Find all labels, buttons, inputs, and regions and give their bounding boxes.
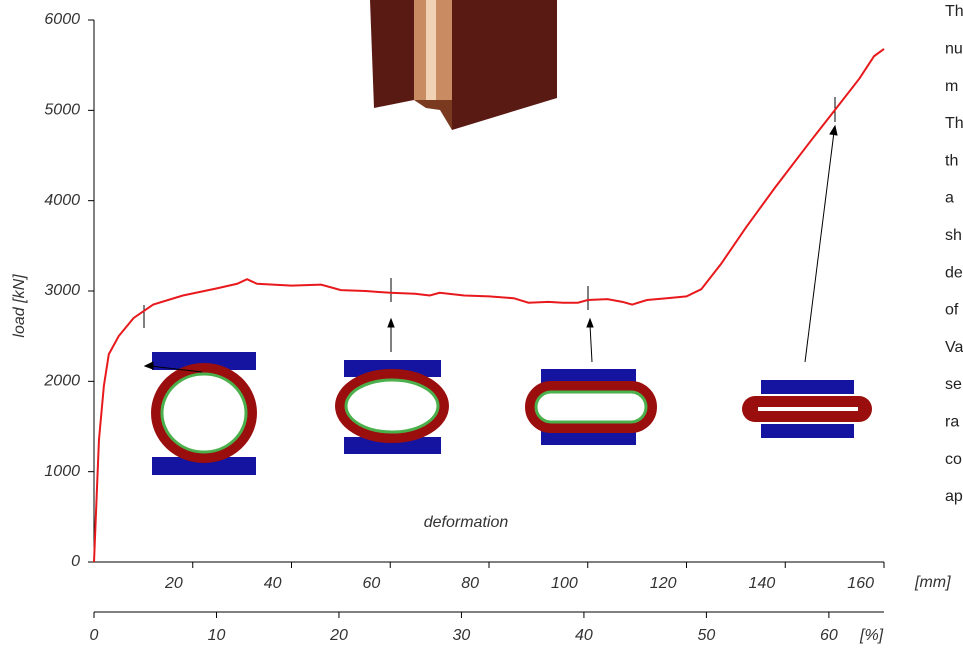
x-tick-label: 140 bbox=[749, 575, 776, 592]
x-unit: [mm] bbox=[914, 574, 951, 591]
side-text: ap bbox=[945, 488, 963, 505]
side-text: Th bbox=[945, 3, 963, 20]
x2-tick-label: 0 bbox=[90, 627, 99, 644]
y-axis-label: load [kN] bbox=[11, 274, 28, 338]
x-tick-label: 60 bbox=[362, 575, 380, 592]
side-text: a bbox=[945, 190, 954, 207]
side-text: m bbox=[945, 78, 958, 95]
y-tick-label: 6000 bbox=[44, 11, 80, 28]
side-text: Va bbox=[945, 339, 963, 356]
x-tick-label: 40 bbox=[264, 575, 282, 592]
side-text: th bbox=[945, 152, 958, 169]
arrows bbox=[144, 97, 837, 372]
y-tick-label: 4000 bbox=[44, 192, 80, 209]
side-text: nu bbox=[945, 41, 963, 58]
pipe-illustration bbox=[370, 0, 557, 130]
side-text: Th bbox=[945, 115, 963, 132]
side-text: sh bbox=[945, 227, 962, 244]
annotation: deformation bbox=[424, 514, 509, 531]
ring-illustrations bbox=[152, 352, 872, 475]
y-tick-label: 5000 bbox=[44, 102, 80, 119]
x-tick-label: 120 bbox=[650, 575, 677, 592]
side-text: ra bbox=[945, 414, 959, 431]
x2-unit: [%] bbox=[859, 627, 884, 644]
x-tick-label: 80 bbox=[461, 575, 479, 592]
x-tick-label: 160 bbox=[847, 575, 874, 592]
side-text: co bbox=[945, 451, 962, 468]
x-tick-label: 20 bbox=[164, 575, 183, 592]
y-tick-label: 1000 bbox=[44, 463, 80, 480]
side-text: se bbox=[945, 376, 962, 393]
y-tick-label: 0 bbox=[71, 553, 80, 570]
x2-tick-label: 20 bbox=[329, 627, 348, 644]
y-tick-label: 3000 bbox=[44, 282, 80, 299]
x-tick-label: 100 bbox=[551, 575, 578, 592]
chart: load [kN] deformation [mm] [%] 010002000… bbox=[0, 0, 963, 648]
x2-tick-label: 10 bbox=[208, 627, 226, 644]
side-text: of bbox=[945, 302, 959, 319]
y-tick-label: 2000 bbox=[43, 373, 80, 390]
x2-tick-label: 40 bbox=[575, 627, 593, 644]
x2-tick-label: 30 bbox=[453, 627, 471, 644]
x2-tick-label: 50 bbox=[698, 627, 716, 644]
x2-tick-label: 60 bbox=[820, 627, 838, 644]
data-line bbox=[94, 49, 884, 562]
side-text: de bbox=[945, 264, 963, 281]
